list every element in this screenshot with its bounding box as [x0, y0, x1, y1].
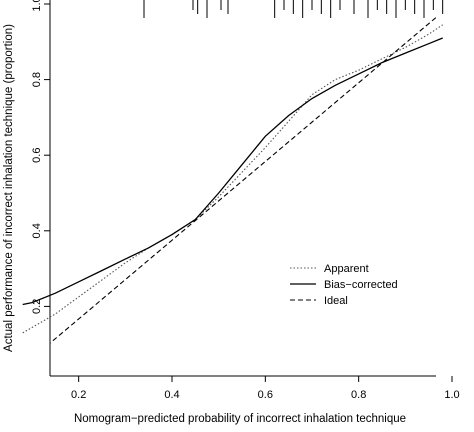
x-tick-label: 0.6 — [258, 389, 273, 401]
y-axis-ticks: 0.2 0.4 0.6 0.8 1.0 — [31, 0, 50, 314]
y-tick-label: 0.6 — [31, 148, 43, 163]
x-tick-label: 1.0 — [444, 389, 459, 401]
y-tick-label: 0.4 — [31, 223, 43, 238]
rug-marks — [143, 0, 444, 18]
series-line — [22, 24, 444, 334]
series-line — [50, 16, 436, 344]
legend-label: Bias−corrected — [324, 279, 398, 291]
x-axis-label: Nomogram−predicted probability of incorr… — [74, 413, 406, 425]
x-axis-ticks: 0.2 0.4 0.6 0.8 1.0 — [71, 376, 460, 401]
y-tick-label: 0.8 — [31, 72, 43, 87]
series-lines — [22, 16, 444, 344]
legend-label: Ideal — [324, 295, 348, 307]
legend: Apparent Bias−corrected Ideal — [290, 263, 398, 307]
legend-label: Apparent — [324, 263, 369, 275]
series-line — [22, 37, 443, 306]
y-tick-label: 1.0 — [31, 0, 43, 12]
y-tick-label: 0.2 — [31, 299, 43, 314]
x-tick-label: 0.4 — [164, 389, 179, 401]
x-tick-label: 0.8 — [351, 389, 366, 401]
x-tick-label: 0.2 — [71, 389, 86, 401]
y-axis-label: Actual performance of incorrect inhalati… — [3, 24, 15, 352]
